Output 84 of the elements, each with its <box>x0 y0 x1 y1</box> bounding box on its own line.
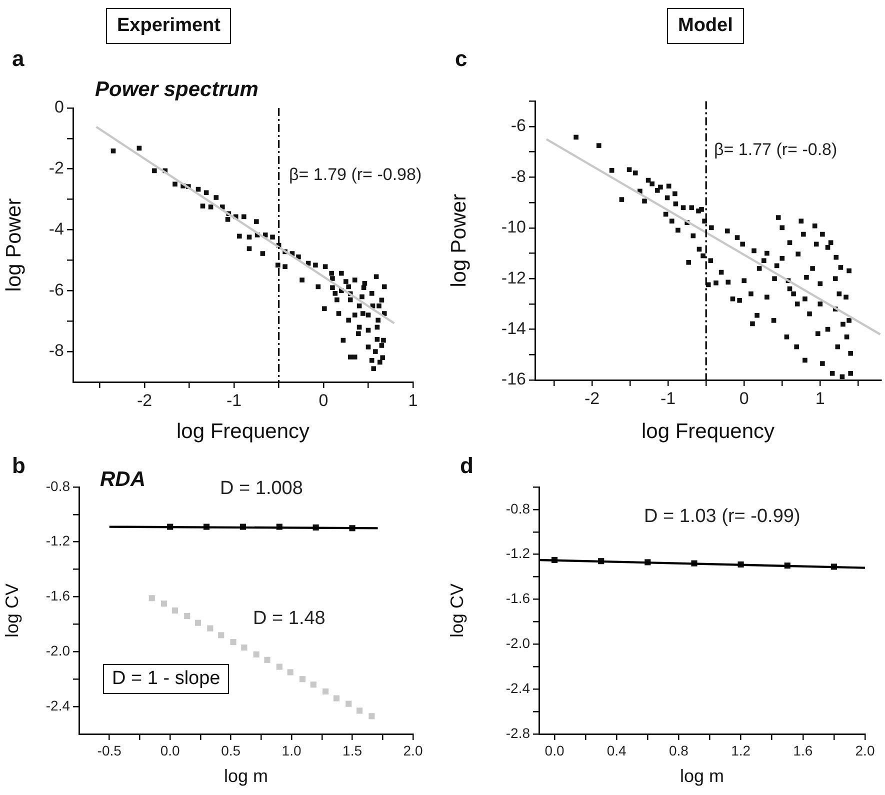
point <box>184 612 190 620</box>
text: a <box>12 46 24 72</box>
x-tick-label: 2.0 <box>855 742 875 758</box>
y-axis-title: log Power <box>447 194 470 288</box>
y-tick-label: -2.0 <box>46 642 70 659</box>
y-tick-label: -2.8 <box>506 724 530 741</box>
x-axis-title: log Frequency <box>641 420 776 444</box>
y-tick-label: 0 <box>54 98 64 117</box>
annotation: D = 1.48 <box>253 608 326 630</box>
x-tick-label: -2 <box>137 390 152 410</box>
y-tick-label: -6 <box>510 116 526 136</box>
y-tick-label: -2 <box>48 158 64 178</box>
y-tick-label: -1.6 <box>46 588 70 604</box>
text: Experiment <box>106 8 232 44</box>
y-tick-label: -0.8 <box>506 500 530 516</box>
point <box>276 664 282 670</box>
point <box>264 656 270 663</box>
x-tick-label: 0 <box>318 390 328 410</box>
text: d <box>460 453 474 479</box>
point <box>287 669 294 676</box>
x-tick-label: 1.0 <box>282 742 302 758</box>
point <box>356 708 363 714</box>
x-tick-label: -1 <box>226 390 242 410</box>
annotation: D = 1 - slope <box>103 664 230 694</box>
y-tick-label: -1.2 <box>46 532 70 549</box>
x-tick-label: 1 <box>815 388 825 408</box>
point <box>241 644 248 651</box>
y-tick-label: -14 <box>501 318 526 338</box>
y-tick-label: -2.4 <box>506 680 530 696</box>
y-tick-label: -1.2 <box>506 545 530 562</box>
x-tick-label: -2 <box>584 388 600 408</box>
y-axis-title: log CV <box>2 583 22 638</box>
y-tick-label: -16 <box>501 370 526 389</box>
chart-title: RDA <box>100 468 146 492</box>
x-axis-title: log m <box>224 766 268 786</box>
point <box>299 676 306 682</box>
point <box>230 639 236 646</box>
y-tick-label: -12 <box>501 268 526 288</box>
text: Model <box>667 8 744 44</box>
x-tick-label: 1.5 <box>342 742 362 758</box>
x-tick-label: 0.8 <box>668 742 689 758</box>
point <box>346 700 352 707</box>
x-tick-label: 0 <box>739 388 749 408</box>
x-tick-label: 0.4 <box>606 742 627 758</box>
x-tick-label: 0.0 <box>544 742 564 758</box>
point <box>253 651 260 658</box>
x-tick-label: 1 <box>408 390 418 410</box>
point <box>160 600 168 607</box>
x-axis-title: log Frequency <box>176 420 310 444</box>
point <box>368 713 375 720</box>
point <box>322 688 329 694</box>
x-tick-label: 1.6 <box>793 742 813 758</box>
y-axis-title: log Power <box>2 198 26 292</box>
y-tick-label: -2.0 <box>506 635 530 652</box>
x-tick-label: 0.0 <box>160 742 180 758</box>
y-tick-label: -4 <box>48 219 64 238</box>
point <box>148 595 155 602</box>
point <box>194 620 202 626</box>
annotation: D = 1.03 (r= -0.99) <box>644 506 800 528</box>
x-tick-label: -0.5 <box>97 742 122 758</box>
y-tick-label: -6 <box>48 280 64 300</box>
text: c <box>455 46 468 72</box>
annotation: D = 1.008 <box>220 478 303 500</box>
y-tick-label: -8 <box>48 341 64 360</box>
point <box>207 625 214 632</box>
point <box>218 632 224 638</box>
annotation: β= 1.77 (r= -0.8) <box>714 140 838 160</box>
point <box>172 607 178 614</box>
x-tick-label: 0.5 <box>221 742 241 758</box>
point <box>310 682 316 688</box>
y-tick-label: -0.8 <box>46 478 70 494</box>
point <box>333 695 340 702</box>
x-tick-label: -1 <box>660 388 676 408</box>
x-axis-title: log m <box>680 766 724 786</box>
y-tick-label: -1.6 <box>506 590 530 606</box>
y-tick-label: -8 <box>510 166 526 186</box>
x-tick-label: 2.0 <box>403 742 423 758</box>
annotation: β= 1.79 (r= -0.98) <box>289 165 422 185</box>
chart-title: Power spectrum <box>95 78 258 102</box>
y-tick-label: -10 <box>501 218 526 237</box>
y-axis-title: log CV <box>446 583 467 638</box>
y-tick-label: -2.4 <box>46 697 70 714</box>
x-tick-label: 1.2 <box>731 742 751 758</box>
text: b <box>12 453 26 479</box>
